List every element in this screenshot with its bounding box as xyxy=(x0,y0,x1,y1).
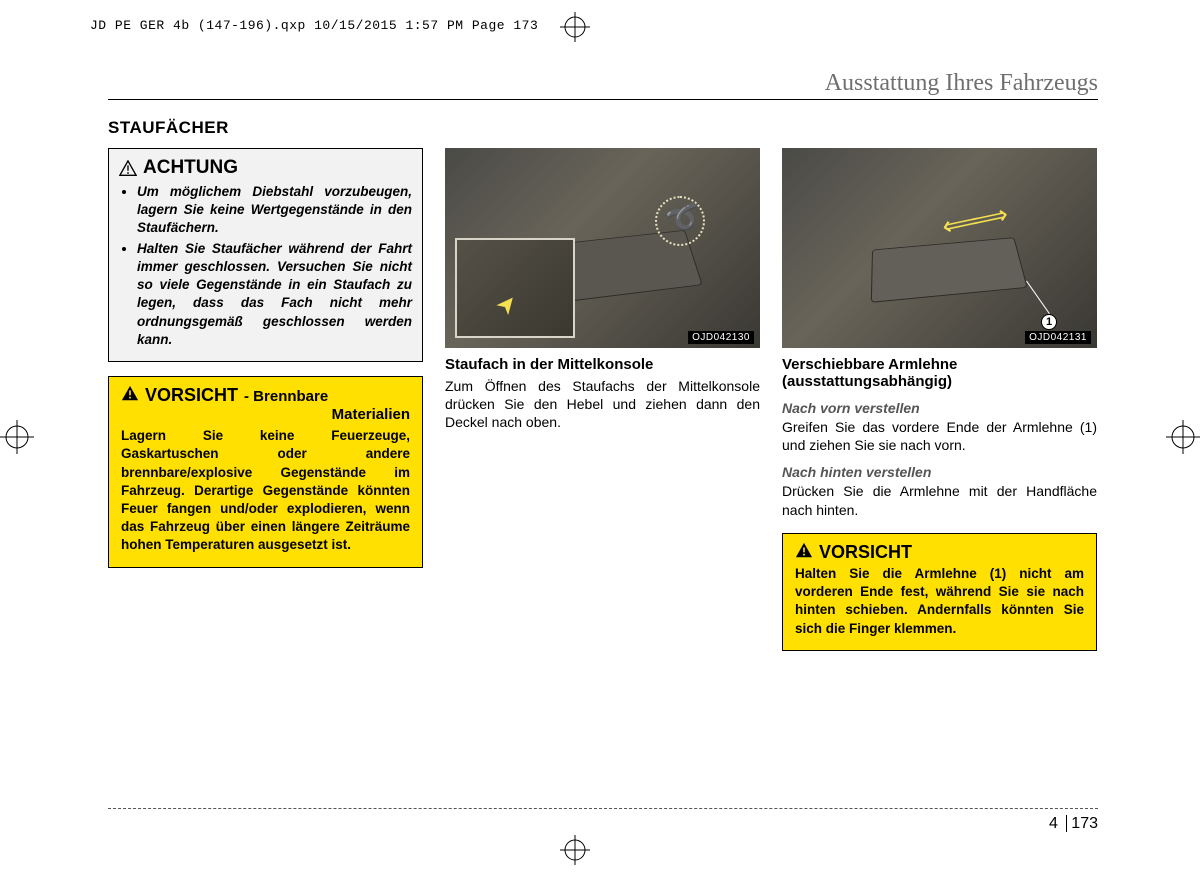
page-footer: 4 173 xyxy=(108,808,1098,833)
body-rear: Drücken Sie die Armlehne mit der Handflä… xyxy=(782,482,1097,518)
caution-title: ACHTUNG xyxy=(119,157,412,179)
caution-box: ACHTUNG Um möglichem Diebstahl vorzubeug… xyxy=(108,148,423,362)
caution-item: Halten Sie Staufächer während der Fahrt … xyxy=(137,240,412,349)
warning-box-flammable: VORSICHT - Brennbare Materialien Lagern … xyxy=(108,376,423,568)
caution-title-text: ACHTUNG xyxy=(143,157,238,179)
crop-mark-left xyxy=(0,420,34,454)
photo-code: OJD042131 xyxy=(1025,331,1091,344)
body-console: Zum Öffnen des Staufachs der Mittelkonso… xyxy=(445,377,760,432)
page-body: Ausstattung Ihres Fahrzeugs STAUFÄCHER A… xyxy=(108,70,1098,651)
callout-number: 1 xyxy=(1041,314,1057,330)
warning-box-pinch: VORSICHT Halten Sie die Armlehne (1) nic… xyxy=(782,533,1097,651)
section-number: 4 xyxy=(1049,815,1058,832)
photo-inset: ➤ xyxy=(455,238,575,338)
arrow-icon: ➤ xyxy=(489,287,524,321)
three-column-layout: ACHTUNG Um möglichem Diebstahl vorzubeug… xyxy=(108,148,1098,651)
warning-triangle-icon xyxy=(121,385,139,401)
print-metadata: JD PE GER 4b (147-196).qxp 10/15/2015 1:… xyxy=(90,18,538,33)
double-arrow-icon: ⟸⟹ xyxy=(939,200,1003,242)
crop-mark-bottom xyxy=(560,835,590,865)
subheading-armrest: Verschiebbare Armlehne (ausstattungsabhä… xyxy=(782,356,1097,390)
warning-subtitle: - Brennbare xyxy=(244,388,328,405)
caution-item: Um möglichem Diebstahl vorzubeugen, lage… xyxy=(137,183,412,238)
column-1: ACHTUNG Um möglichem Diebstahl vorzubeug… xyxy=(108,148,423,651)
warning-title-text: VORSICHT xyxy=(819,542,912,563)
crop-mark-right xyxy=(1166,420,1200,454)
column-2: ➰ ➤ OJD042130 Staufach in der Mittelkons… xyxy=(445,148,760,651)
photo-center-console: ➰ ➤ OJD042130 xyxy=(445,148,760,348)
subheading-console: Staufach in der Mittelkonsole xyxy=(445,356,760,373)
warning-triangle-icon xyxy=(795,542,813,558)
chapter-header: Ausstattung Ihres Fahrzeugs xyxy=(108,70,1098,100)
warning-body: Halten Sie die Armlehne (1) nicht am vor… xyxy=(795,565,1084,638)
page-number: 173 xyxy=(1071,815,1098,832)
photo-code: OJD042130 xyxy=(688,331,754,344)
crop-mark-top xyxy=(560,12,590,42)
section-title: STAUFÄCHER xyxy=(108,118,1098,138)
warning-subtitle-line2: Materialien xyxy=(121,406,410,423)
column-3: ⟸⟹ 1 OJD042131 Verschiebbare Armlehne (a… xyxy=(782,148,1097,651)
warning-title: VORSICHT xyxy=(795,542,1084,563)
subsubheading-forward: Nach vorn verstellen xyxy=(782,400,1097,416)
warning-title: VORSICHT - Brennbare xyxy=(121,385,410,406)
caution-triangle-icon xyxy=(119,160,137,176)
warning-body: Lagern Sie keine Feuerzeuge, Gaskartusch… xyxy=(121,427,410,555)
photo-sliding-armrest: ⟸⟹ 1 OJD042131 xyxy=(782,148,1097,348)
subsubheading-rear: Nach hinten verstellen xyxy=(782,464,1097,480)
warning-title-text: VORSICHT xyxy=(145,385,238,406)
body-forward: Greifen Sie das vordere Ende der Armlehn… xyxy=(782,418,1097,454)
